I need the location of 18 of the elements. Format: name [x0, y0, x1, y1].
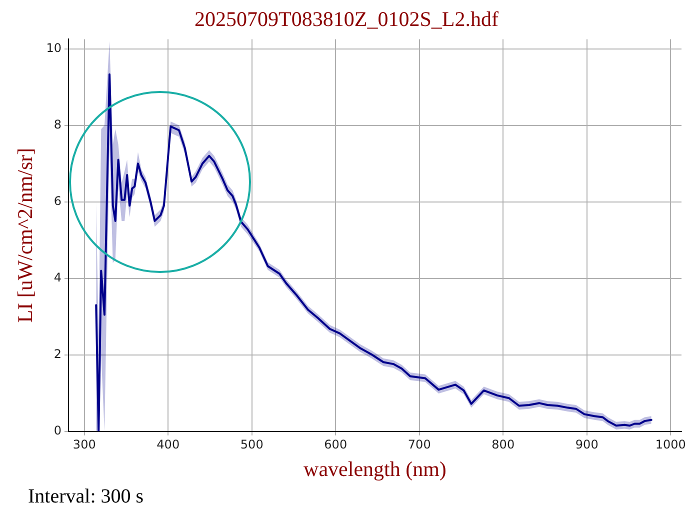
- x-tick-label: 1000: [655, 438, 686, 452]
- y-tick-label: 0: [54, 424, 62, 438]
- chart-title: 20250709T083810Z_0102S_L2.hdf: [194, 7, 498, 32]
- x-tick-label: 300: [72, 438, 96, 452]
- x-axis-title: wavelength (nm): [304, 456, 446, 481]
- y-tick-label: 4: [54, 270, 62, 284]
- x-tick-label: 500: [240, 438, 264, 452]
- x-tick-label: 900: [575, 438, 598, 452]
- x-tick-label: 700: [408, 438, 431, 452]
- y-axis-title: LI [uW/cm^2/nm/sr]: [13, 148, 38, 323]
- y-tick-label: 6: [54, 194, 62, 208]
- x-tick-label: 600: [324, 438, 348, 452]
- y-tick-label: 8: [54, 117, 62, 132]
- text: Interval: 300 s: [28, 485, 144, 508]
- x-tick-label: 400: [156, 438, 180, 452]
- y-tick-label: 2: [54, 347, 62, 361]
- x-tick-label: 800: [492, 438, 515, 452]
- y-tick-label: 10: [46, 40, 62, 55]
